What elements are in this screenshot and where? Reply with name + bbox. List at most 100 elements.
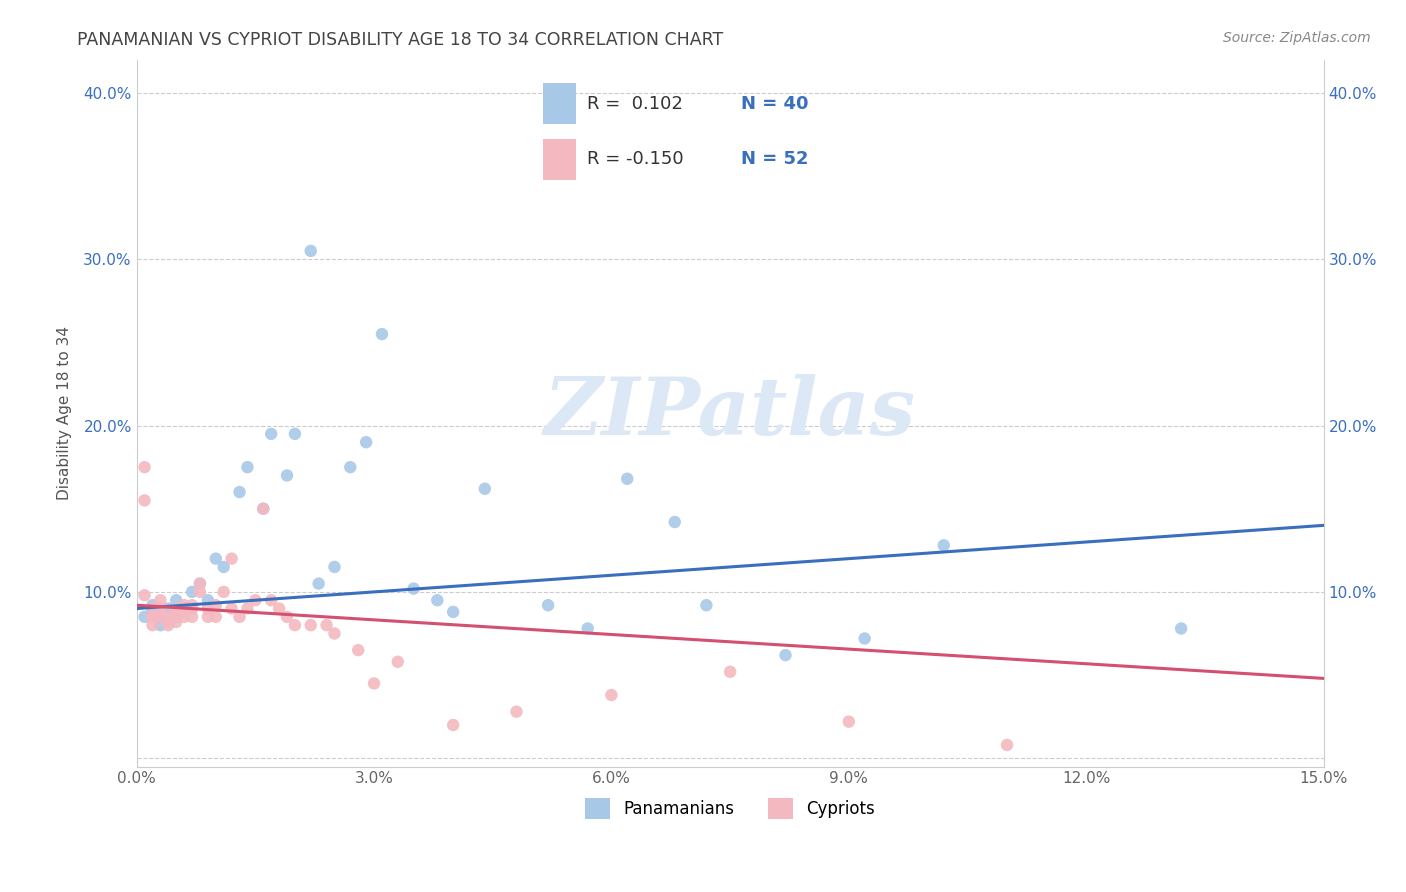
Point (221, 601, 243, 615)
Point (228, 485, 250, 500)
Point (695, 598, 717, 612)
Point (276, 610, 298, 624)
Point (221, 551, 243, 566)
Point (165, 593, 187, 607)
Point (141, 610, 163, 624)
Point (228, 610, 250, 624)
Point (181, 601, 204, 615)
Point (236, 460, 259, 475)
Point (173, 605, 195, 619)
Text: R = -0.150: R = -0.150 (588, 150, 685, 169)
Point (141, 618, 163, 632)
Point (157, 610, 180, 624)
Point (276, 468, 298, 483)
FancyBboxPatch shape (543, 139, 575, 179)
Point (165, 610, 187, 624)
Point (173, 598, 195, 612)
Point (1170, 622, 1192, 636)
Point (212, 585, 235, 599)
Point (347, 643, 370, 657)
Point (173, 601, 195, 615)
Text: R =  0.102: R = 0.102 (588, 95, 683, 113)
Point (354, 435, 377, 450)
Point (181, 585, 204, 599)
Point (236, 601, 259, 615)
Point (157, 601, 180, 615)
Point (134, 588, 156, 602)
Point (141, 601, 163, 615)
Point (284, 426, 307, 441)
Point (204, 610, 226, 624)
Point (197, 593, 219, 607)
Point (775, 648, 797, 662)
Point (252, 501, 274, 516)
Point (363, 676, 385, 690)
Point (149, 610, 172, 624)
Point (134, 460, 156, 475)
Point (197, 610, 219, 624)
Point (441, 605, 464, 619)
Point (134, 493, 156, 508)
Point (260, 593, 283, 607)
Point (141, 598, 163, 612)
Point (165, 610, 187, 624)
Point (838, 714, 860, 729)
Point (371, 327, 394, 342)
Point (157, 615, 180, 629)
Point (197, 601, 219, 615)
Text: ZIPatlas: ZIPatlas (544, 375, 917, 452)
FancyBboxPatch shape (543, 84, 575, 124)
Point (149, 601, 172, 615)
Point (299, 244, 322, 258)
Point (537, 598, 560, 612)
Point (149, 618, 172, 632)
Point (188, 585, 211, 599)
Point (718, 665, 741, 679)
Point (284, 618, 307, 632)
Point (188, 576, 211, 591)
Point (245, 593, 267, 607)
Point (664, 515, 686, 529)
Y-axis label: Disability Age 18 to 34: Disability Age 18 to 34 (58, 326, 72, 500)
Text: Source: ZipAtlas.com: Source: ZipAtlas.com (1223, 31, 1371, 45)
Point (141, 610, 163, 624)
Point (308, 576, 330, 591)
Point (157, 615, 180, 629)
Point (474, 482, 496, 496)
Point (505, 705, 527, 719)
Point (387, 655, 409, 669)
Point (212, 560, 235, 574)
Point (149, 593, 172, 607)
Point (165, 615, 187, 629)
Point (260, 426, 283, 441)
Point (616, 472, 638, 486)
Point (600, 688, 623, 702)
Legend: Panamanians, Cypriots: Panamanians, Cypriots (579, 792, 882, 825)
Point (157, 618, 180, 632)
Point (323, 560, 346, 574)
Point (576, 622, 599, 636)
Point (323, 626, 346, 640)
Point (299, 618, 322, 632)
Point (402, 582, 425, 596)
Point (149, 610, 172, 624)
Point (204, 598, 226, 612)
Point (995, 738, 1018, 752)
Point (141, 605, 163, 619)
Point (315, 618, 337, 632)
Point (441, 718, 464, 732)
Point (932, 538, 955, 552)
Point (165, 601, 187, 615)
Point (853, 632, 876, 646)
Point (339, 460, 361, 475)
Point (426, 593, 449, 607)
Point (149, 601, 172, 615)
Point (173, 610, 195, 624)
Point (252, 501, 274, 516)
Point (188, 576, 211, 591)
Point (267, 601, 290, 615)
Point (134, 610, 156, 624)
Point (181, 610, 204, 624)
Text: PANAMANIAN VS CYPRIOT DISABILITY AGE 18 TO 34 CORRELATION CHART: PANAMANIAN VS CYPRIOT DISABILITY AGE 18 … (77, 31, 724, 49)
Point (204, 551, 226, 566)
